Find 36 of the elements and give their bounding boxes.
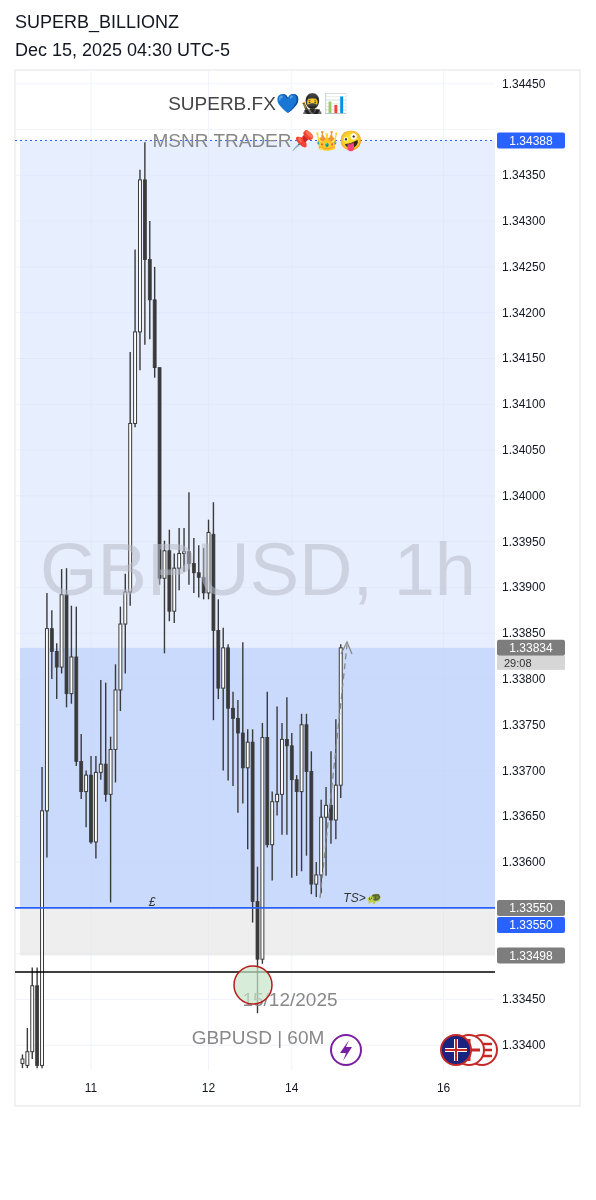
y-tick-label: 1.33950 (502, 534, 546, 549)
y-tick-label: 1.33800 (502, 671, 546, 686)
ref-line-label: 1.34388 (509, 133, 554, 148)
x-tick-label: 16 (436, 1081, 451, 1095)
y-tick-label: 1.34350 (502, 168, 546, 183)
y-tick-label: 1.34450 (502, 76, 546, 91)
y-tick-label: 1.33900 (502, 580, 546, 595)
y-tick-label: 1.33850 (502, 626, 546, 641)
y-tick-label: 1.34200 (502, 305, 546, 320)
x-tick-label: 14 (285, 1081, 299, 1095)
y-tick-label: 1.33700 (502, 763, 546, 778)
annotation: GBPUSD | 60M (191, 1027, 325, 1048)
y-tick-label: 1.34000 (502, 488, 546, 503)
y-tick-label: 1.33750 (502, 717, 546, 732)
annotation: MSNR TRADER📌👑🤪 (152, 129, 364, 152)
chart-title: SUPERB_BILLIONZ (15, 12, 180, 33)
band-label: 1.33550 (509, 900, 554, 915)
annotation: £ (147, 895, 156, 909)
band-label: 1.33498 (509, 948, 554, 963)
y-tick-label: 1.34250 (502, 259, 546, 274)
y-tick-label: 1.33600 (502, 855, 546, 870)
y-tick-label: 1.34300 (502, 214, 546, 229)
annotation: SUPERB.FX💙🥷📊 (168, 92, 348, 115)
text: 29:08 (504, 656, 532, 669)
y-tick-label: 1.34050 (502, 443, 546, 458)
x-tick-label: 12 (201, 1081, 216, 1095)
y-tick-label: 1.34150 (502, 351, 546, 366)
y-tick-label: 1.34100 (502, 397, 546, 412)
ref-line-label: 1.33550 (509, 917, 554, 932)
y-tick-label: 1.33450 (502, 992, 546, 1007)
y-tick-label: 1.33650 (502, 809, 546, 824)
annotation: TS>🐢 (343, 891, 383, 905)
x-tick-label: 11 (84, 1081, 98, 1095)
y-tick-label: 1.33400 (502, 1038, 546, 1053)
band-label: 1.33834 (509, 640, 554, 655)
chart-subtitle: Dec 15, 2025 04:30 UTC-5 (15, 40, 231, 60)
